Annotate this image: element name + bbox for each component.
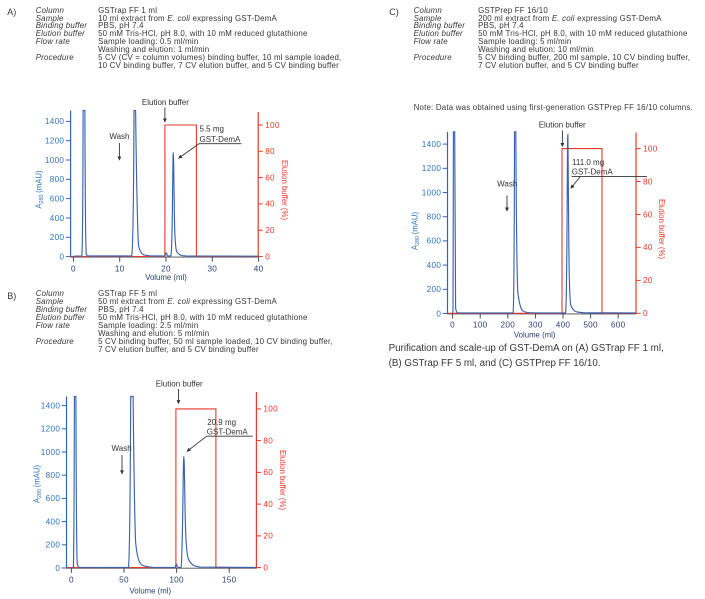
svg-text:60: 60	[643, 210, 653, 219]
svg-text:600: 600	[611, 320, 626, 329]
svg-text:60: 60	[263, 468, 273, 477]
svg-text:Elution buffer (%): Elution buffer (%)	[657, 199, 666, 259]
svg-text:30: 30	[207, 264, 217, 273]
svg-text:Wash: Wash	[109, 132, 129, 141]
svg-text:1000: 1000	[41, 448, 61, 457]
svg-text:1400: 1400	[41, 401, 61, 410]
svg-text:150: 150	[222, 576, 237, 585]
svg-text:0: 0	[69, 576, 74, 585]
svg-text:600: 600	[50, 194, 65, 203]
svg-text:600: 600	[46, 494, 61, 503]
svg-text:0: 0	[265, 252, 270, 261]
svg-text:Elution buffer: Elution buffer	[142, 98, 189, 107]
svg-text:Wash: Wash	[112, 444, 132, 453]
svg-text:40: 40	[643, 243, 653, 252]
svg-text:20: 20	[265, 226, 275, 235]
svg-text:300: 300	[528, 320, 543, 329]
svg-text:200: 200	[50, 233, 65, 242]
svg-text:5.5 mg: 5.5 mg	[200, 124, 224, 133]
svg-text:Volume (ml): Volume (ml)	[130, 586, 172, 595]
svg-text:100: 100	[169, 576, 184, 585]
svg-text:500: 500	[583, 320, 598, 329]
svg-text:1000: 1000	[45, 156, 65, 165]
svg-text:0: 0	[436, 309, 441, 318]
svg-text:0: 0	[55, 564, 60, 573]
svg-text:0: 0	[59, 252, 64, 261]
svg-text:0: 0	[643, 309, 648, 318]
svg-text:200: 200	[46, 541, 61, 550]
svg-text:0: 0	[263, 563, 268, 572]
svg-text:1400: 1400	[422, 140, 442, 149]
svg-text:400: 400	[50, 214, 65, 223]
svg-text:600: 600	[427, 237, 442, 246]
svg-text:400: 400	[556, 320, 571, 329]
svg-text:20: 20	[643, 276, 653, 285]
svg-text:Volume (ml): Volume (ml)	[514, 331, 556, 340]
svg-text:80: 80	[265, 147, 275, 156]
svg-text:Elution buffer (%): Elution buffer (%)	[280, 160, 289, 220]
svg-text:100: 100	[265, 121, 280, 130]
svg-text:40: 40	[263, 500, 273, 509]
svg-text:1400: 1400	[45, 117, 65, 126]
svg-text:Volume (ml): Volume (ml)	[145, 273, 187, 282]
svg-text:A280 (mAU): A280 (mAU)	[33, 464, 44, 503]
svg-text:1200: 1200	[41, 425, 61, 434]
svg-text:50: 50	[119, 576, 129, 585]
svg-text:400: 400	[46, 517, 61, 526]
svg-text:200: 200	[501, 320, 516, 329]
svg-text:100: 100	[263, 405, 278, 414]
svg-text:GST-DemA: GST-DemA	[572, 168, 614, 177]
svg-text:Elution buffer: Elution buffer	[539, 120, 586, 129]
svg-text:20: 20	[263, 532, 273, 541]
svg-text:60: 60	[265, 173, 275, 182]
svg-text:40: 40	[265, 200, 275, 209]
svg-text:Elution buffer (%): Elution buffer (%)	[278, 450, 287, 510]
svg-text:GST-DemA: GST-DemA	[200, 135, 242, 144]
svg-text:1000: 1000	[422, 188, 442, 197]
svg-text:400: 400	[427, 261, 442, 270]
svg-text:20.9 mg: 20.9 mg	[207, 418, 236, 427]
svg-text:40: 40	[254, 264, 264, 273]
svg-text:100: 100	[473, 320, 488, 329]
svg-text:1200: 1200	[422, 164, 442, 173]
svg-text:GST-DemA: GST-DemA	[207, 428, 249, 437]
svg-text:800: 800	[427, 213, 442, 222]
svg-text:80: 80	[643, 177, 653, 186]
svg-text:111.0 mg: 111.0 mg	[572, 158, 604, 167]
svg-text:10: 10	[115, 264, 125, 273]
svg-text:800: 800	[46, 471, 61, 480]
svg-text:Elution buffer: Elution buffer	[156, 379, 203, 388]
svg-text:A280 (mAU): A280 (mAU)	[411, 211, 422, 250]
svg-text:Wash: Wash	[497, 180, 517, 189]
svg-text:0: 0	[450, 320, 455, 329]
svg-text:A280 (mAU): A280 (mAU)	[35, 170, 46, 209]
svg-text:200: 200	[427, 285, 442, 294]
svg-text:80: 80	[263, 436, 273, 445]
svg-text:100: 100	[643, 144, 658, 153]
svg-text:0: 0	[71, 264, 76, 273]
svg-text:800: 800	[50, 175, 65, 184]
svg-text:1200: 1200	[45, 137, 65, 146]
svg-text:20: 20	[161, 264, 171, 273]
